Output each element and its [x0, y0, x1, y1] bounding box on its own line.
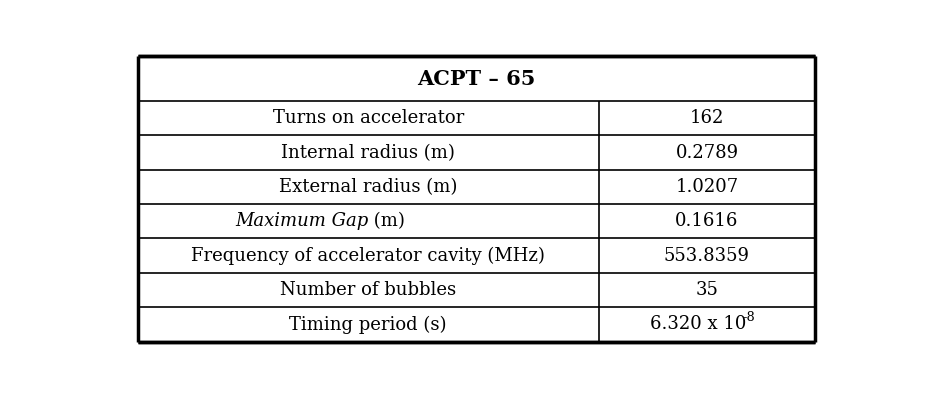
Text: -8: -8 — [742, 311, 755, 324]
Text: 0.2789: 0.2789 — [675, 143, 738, 162]
Text: Frequency of accelerator cavity (MHz): Frequency of accelerator cavity (MHz) — [192, 247, 545, 265]
Text: External radius (m): External radius (m) — [279, 178, 458, 196]
Text: 1.0207: 1.0207 — [675, 178, 738, 196]
Text: ACPT – 65: ACPT – 65 — [418, 69, 536, 89]
Text: Turns on accelerator: Turns on accelerator — [272, 109, 464, 127]
Text: 553.8359: 553.8359 — [664, 247, 750, 265]
Text: Internal radius (m): Internal radius (m) — [281, 143, 455, 162]
Text: 162: 162 — [690, 109, 724, 127]
Text: Number of bubbles: Number of bubbles — [280, 281, 457, 299]
Text: 0.1616: 0.1616 — [675, 212, 738, 230]
Text: 6.320 x 10: 6.320 x 10 — [650, 315, 747, 333]
Text: (m): (m) — [368, 212, 405, 230]
Text: Timing period (s): Timing period (s) — [289, 315, 447, 333]
Text: Maximum Gap: Maximum Gap — [235, 212, 368, 230]
Text: 35: 35 — [696, 281, 718, 299]
